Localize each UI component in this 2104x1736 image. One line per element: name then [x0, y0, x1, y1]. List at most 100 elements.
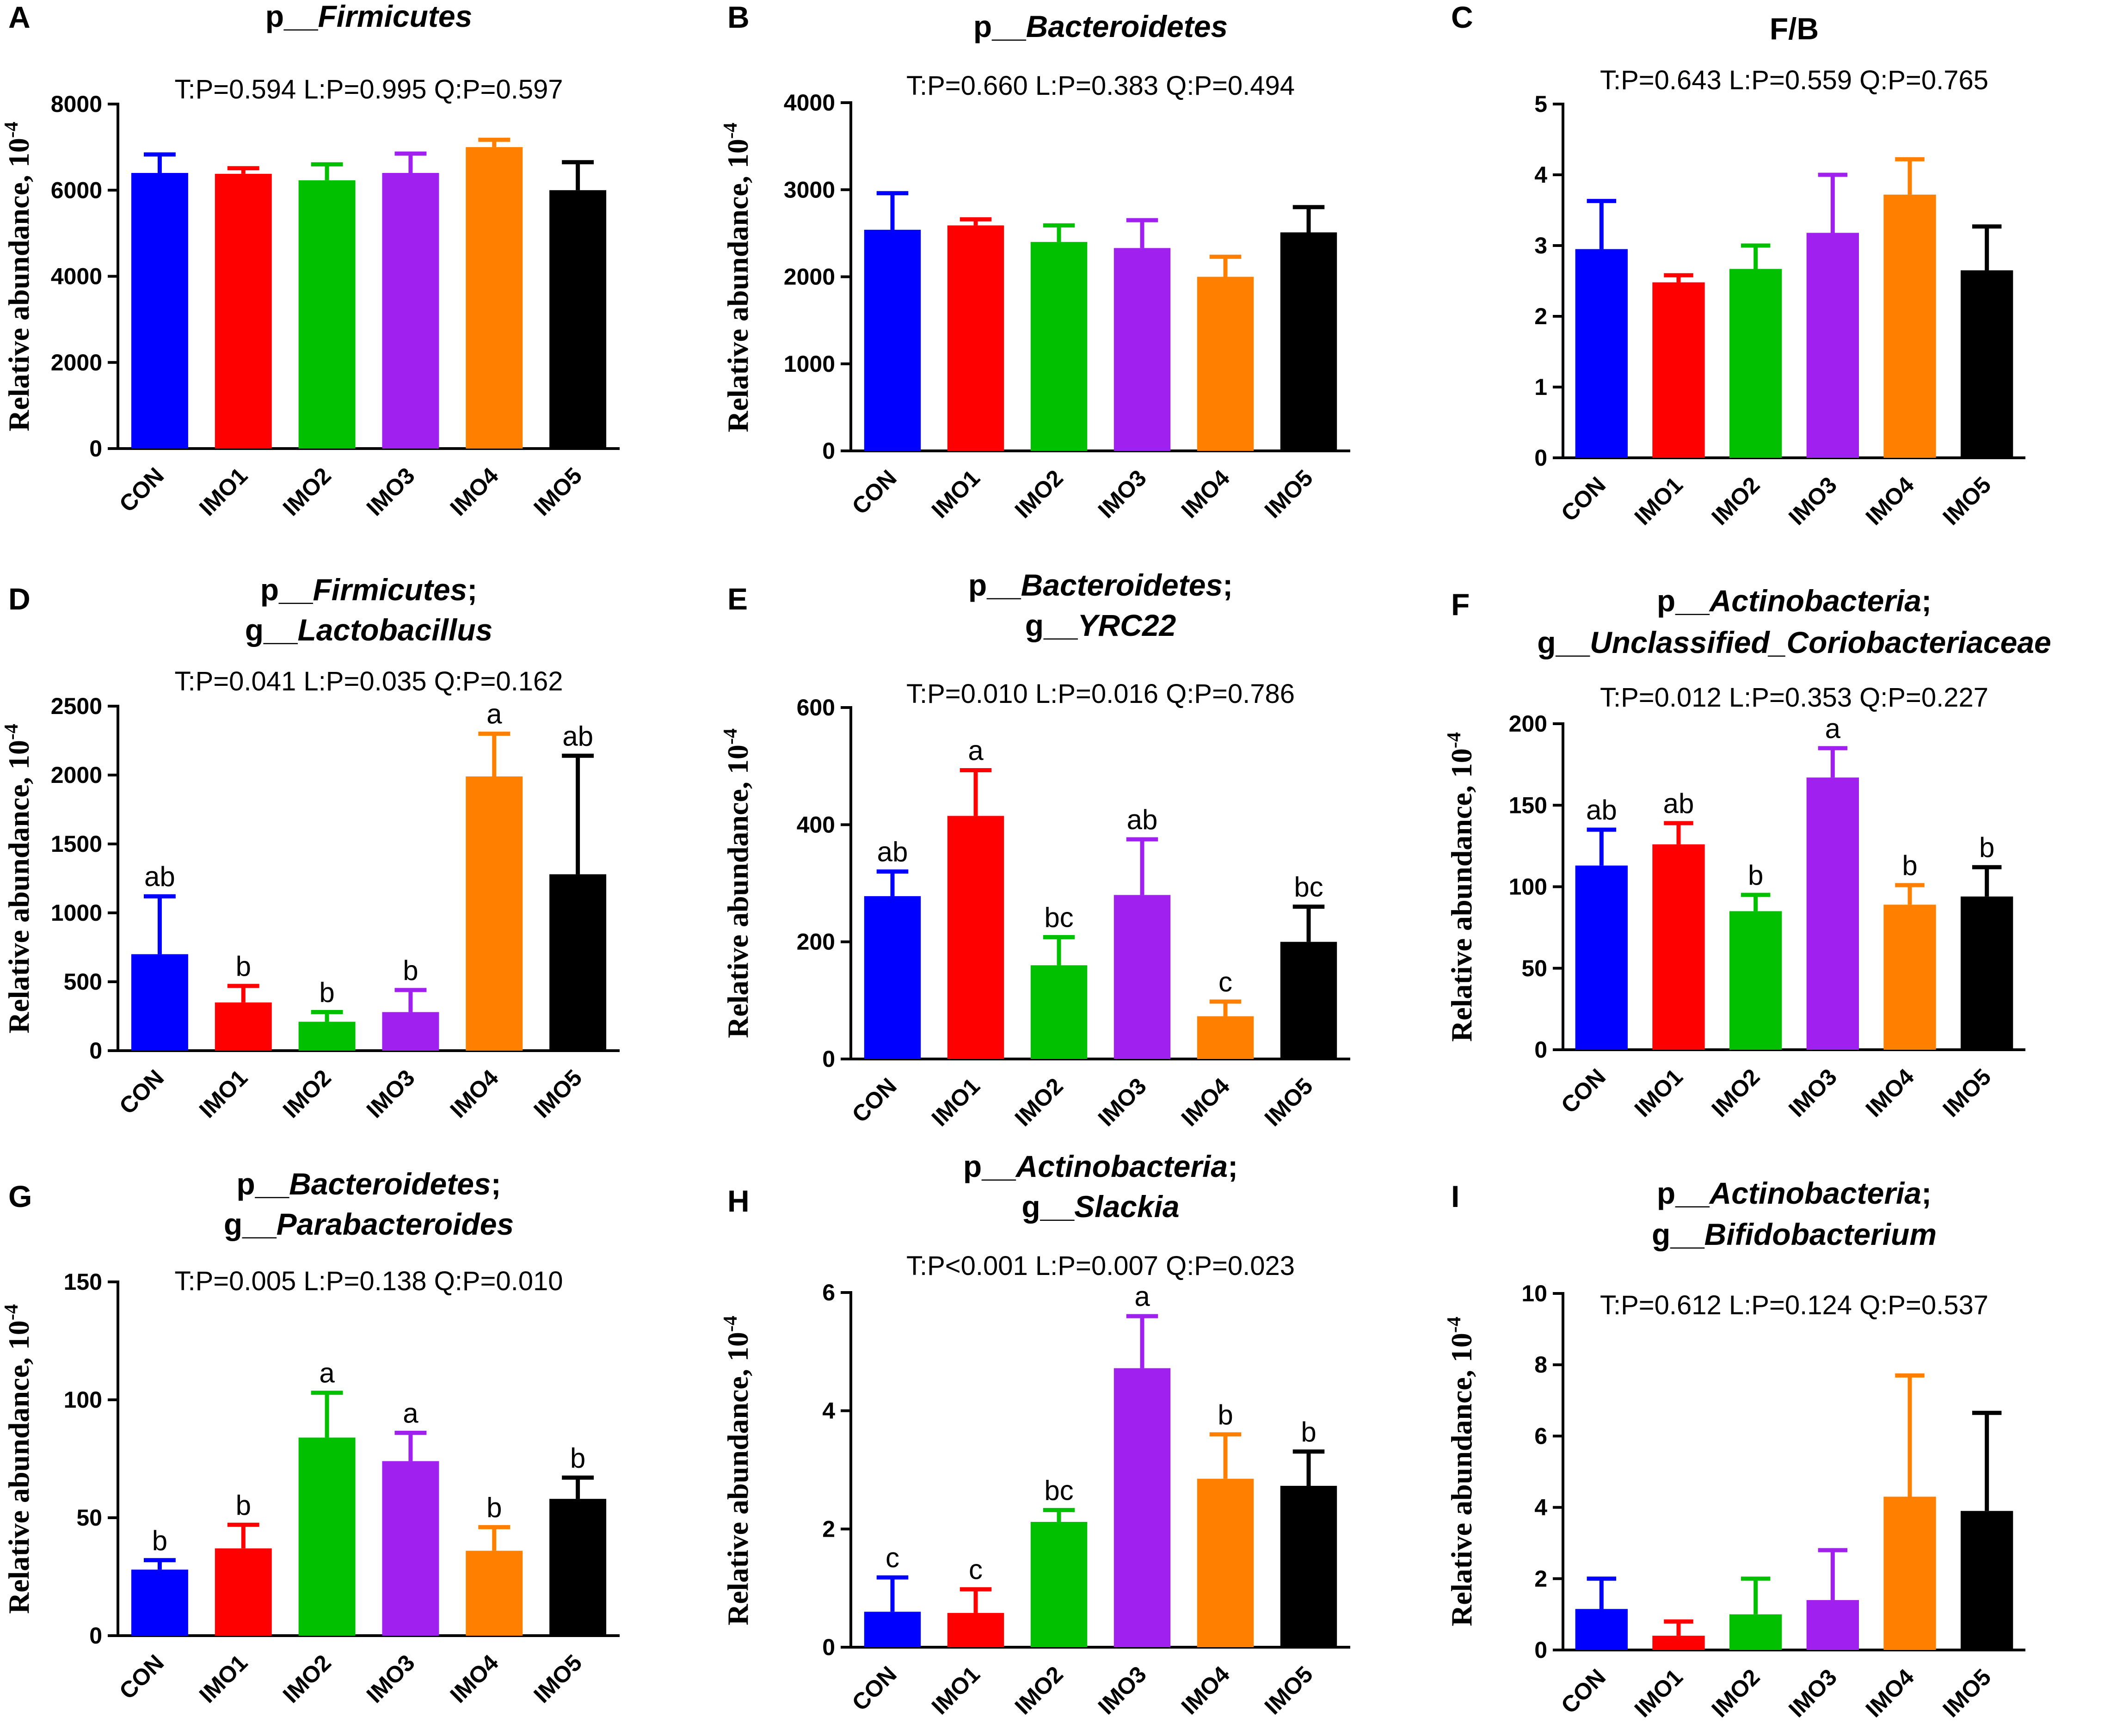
y-tick-label: 0	[822, 1046, 835, 1072]
x-tick-label: IMO2	[1010, 1073, 1068, 1131]
title-italic-part: Bacteroidetes	[289, 1167, 491, 1201]
bar-imo5	[549, 874, 607, 1051]
bar-imo3	[1114, 1368, 1171, 1647]
title-italic-part: Lactobacillus	[297, 613, 492, 647]
bar-imo1	[215, 1002, 272, 1051]
chart-title-line: p__Actinobacteria;	[1657, 1176, 1932, 1210]
y-tick-label: 0	[89, 1038, 102, 1064]
x-tick-label: IMO5	[1260, 465, 1318, 523]
x-tick-label: IMO3	[1784, 472, 1842, 530]
x-tick-label: IMO1	[1630, 472, 1688, 530]
x-tick-label: CON	[847, 1661, 902, 1716]
x-tick-label: IMO5	[1938, 1064, 1996, 1122]
x-tick-label: IMO5	[1260, 1073, 1318, 1131]
x-tick-label: IMO1	[1630, 1664, 1688, 1722]
bar-imo2	[1729, 269, 1782, 458]
bar-imo1	[1652, 1636, 1705, 1650]
chart-title-line: p__Actinobacteria;	[963, 1149, 1238, 1183]
significance-letter: b	[486, 1492, 502, 1523]
chart-title-line: g__Bifidobacterium	[1652, 1217, 1937, 1251]
chart-title-line: g__Lactobacillus	[245, 613, 493, 647]
significance-letter: ab	[1663, 788, 1694, 819]
y-axis-label: Relative abundance, 10-4	[1444, 732, 1478, 1042]
y-tick-label: 150	[64, 1269, 102, 1295]
x-tick-label: IMO1	[194, 1650, 252, 1708]
x-tick-label: IMO5	[1938, 472, 1996, 530]
y-tick-label: 0	[89, 1623, 102, 1649]
bar-imo5	[1280, 232, 1337, 451]
bar-imo5	[549, 190, 607, 449]
bar-imo2	[298, 180, 356, 449]
y-axis-label: Relative abundance, 10-4	[1, 724, 35, 1034]
stats-text: T:P=0.660 L:P=0.383 Q:P=0.494	[906, 71, 1295, 101]
x-tick-label: IMO5	[529, 1650, 587, 1708]
x-tick-label: IMO4	[445, 462, 503, 521]
bar-con	[864, 1612, 921, 1647]
title-italic-part: Bifidobacterium	[1704, 1217, 1937, 1251]
chart-title-line: p__Bacteroidetes	[973, 9, 1228, 43]
y-axis-label-exponent: -4	[1, 1304, 22, 1320]
y-axis-label: Relative abundance, 10-4	[720, 1316, 754, 1625]
bar-imo4	[466, 776, 523, 1051]
bar-imo3	[382, 173, 439, 449]
y-axis-label: Relative abundance, 10-4	[720, 728, 754, 1038]
panel-C: C F/B T:P=0.643 L:P=0.559 Q:P=0.765 0 1 2 3 4 5 C…	[1451, 0, 2025, 530]
y-tick-label: 50	[76, 1505, 102, 1531]
significance-letter: a	[1134, 1281, 1150, 1312]
significance-letter: a	[968, 735, 984, 766]
x-tick-label: IMO3	[362, 462, 420, 521]
significance-letter: bc	[1294, 872, 1323, 903]
stats-text: T:P=0.005 L:P=0.138 Q:P=0.010	[174, 1266, 563, 1296]
y-axis-label-exponent: -4	[1, 122, 22, 138]
panel-letter: H	[727, 1184, 750, 1218]
x-tick-label: IMO5	[529, 462, 587, 521]
y-tick-label: 1000	[784, 351, 835, 377]
panel-H: Hp__Actinobacteria; g__Slackia T:P<0.001 L…	[720, 1149, 1350, 1719]
y-tick-label: 4000	[784, 90, 835, 116]
title-part: p__	[963, 1149, 1016, 1183]
x-tick-label: IMO2	[1706, 1664, 1765, 1722]
title-italic-part: Firmicutes	[318, 0, 472, 33]
bar-imo4	[1197, 1016, 1254, 1059]
significance-letter: b	[1748, 860, 1763, 891]
chart-title-line: p__Firmicutes	[265, 0, 473, 33]
y-axis-label: Relative abundance, 10-4	[1, 122, 35, 431]
title-part: g__	[1537, 625, 1590, 659]
title-part: p__	[973, 9, 1027, 43]
x-tick-label: CON	[114, 1650, 169, 1704]
x-tick-label: IMO1	[927, 1661, 985, 1719]
significance-letter: ab	[144, 861, 175, 892]
y-axis-label-text: Relative abundance, 10	[1445, 1333, 1478, 1626]
x-tick-label: IMO5	[1260, 1661, 1318, 1719]
y-axis-label-text: Relative abundance, 10	[2, 138, 35, 431]
chart-title-line: F/B	[1770, 12, 1819, 46]
y-tick-label: 6000	[51, 177, 102, 203]
y-tick-label: 4	[1534, 162, 1547, 188]
y-axis-label: Relative abundance, 10-4	[720, 123, 754, 432]
title-part: ;	[1228, 1149, 1238, 1183]
bar-imo4	[1197, 1478, 1254, 1647]
significance-letter: ab	[1586, 794, 1617, 825]
x-tick-label: IMO2	[278, 462, 336, 521]
significance-letter: ab	[1127, 804, 1158, 835]
significance-letter: a	[1825, 713, 1841, 744]
bar-con	[864, 896, 921, 1059]
significance-letter: c	[969, 1554, 983, 1585]
bar-imo5	[549, 1499, 607, 1636]
chart-title-line: p__Actinobacteria;	[1657, 584, 1932, 618]
y-axis-label-exponent: -4	[720, 1316, 741, 1332]
title-italic-part: Actinobacteria	[1709, 584, 1921, 618]
significance-letter: a	[403, 1397, 418, 1428]
bar-imo1	[947, 1613, 1004, 1647]
stats-text: T:P=0.010 L:P=0.016 Q:P=0.786	[906, 679, 1295, 709]
title-part: p__	[1657, 1176, 1710, 1210]
bar-imo3	[1806, 777, 1859, 1050]
bar-con	[864, 229, 921, 451]
bar-imo3	[1114, 895, 1171, 1059]
y-axis-label-exponent: -4	[720, 123, 741, 139]
significance-letter: b	[319, 977, 334, 1008]
bar-con	[131, 954, 188, 1051]
